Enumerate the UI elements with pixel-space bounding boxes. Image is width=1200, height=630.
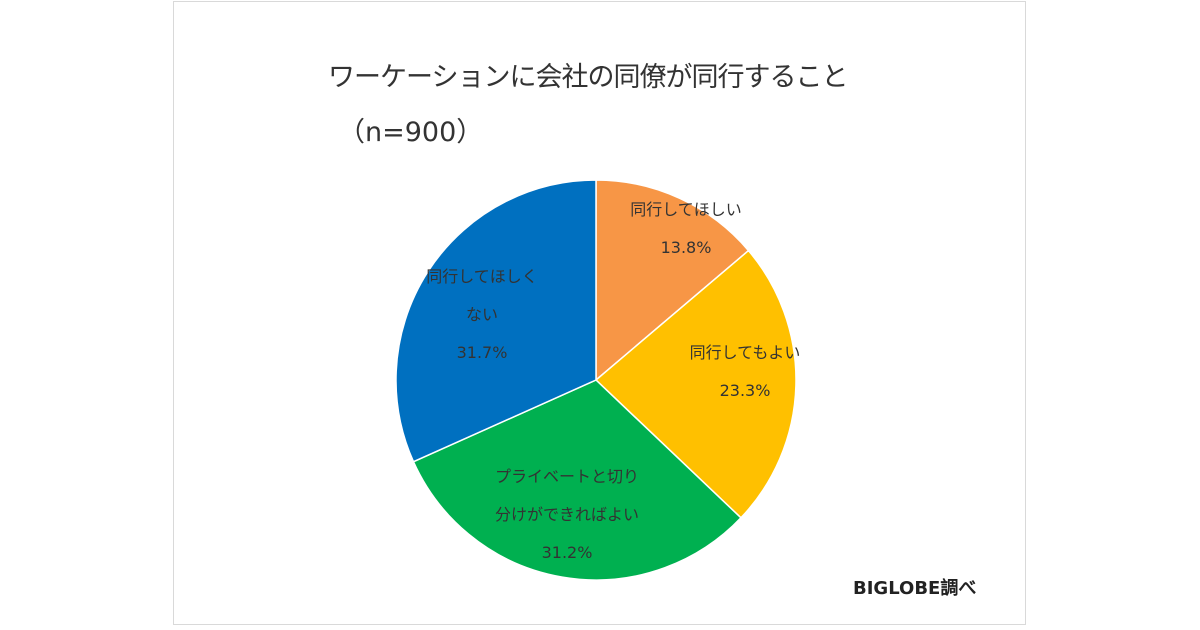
pie-slice-2 (412, 379, 742, 581)
slice-value-label: 23.3% (719, 381, 771, 400)
slice-label-want: 同行してほしい 13.8% (630, 191, 742, 267)
slice-label-line: ない (465, 305, 498, 324)
slice-value-label: 31.7% (456, 343, 508, 362)
slice-label-ok: 同行してもよい 23.3% (690, 334, 801, 410)
chart-subtitle: （n=900） (338, 117, 484, 148)
slice-label-line: 分けができればよい (494, 505, 640, 524)
source-credit: BIGLOBE調べ (853, 578, 977, 599)
slice-label-line: プライベートと切り (494, 467, 640, 486)
pie-slice-3 (395, 179, 597, 463)
slice-label-text: 同行してほしい (630, 200, 742, 219)
slice-label-not-want: 同行してほしく ない 31.7% (426, 258, 538, 372)
pie-slice-0 (595, 179, 750, 382)
chart-frame (173, 1, 1026, 625)
pie-slice-1 (594, 249, 797, 519)
slice-label-line: 同行してほしく (426, 267, 538, 286)
chart-title: ワーケーションに会社の同僚が同行すること (328, 62, 848, 93)
slice-label-separate: プライベートと切り 分けができればよい 31.2% (495, 458, 639, 572)
slice-value-label: 13.8% (660, 238, 712, 257)
slice-label-text: 同行してもよい (689, 343, 801, 362)
slice-value-label: 31.2% (541, 543, 593, 562)
